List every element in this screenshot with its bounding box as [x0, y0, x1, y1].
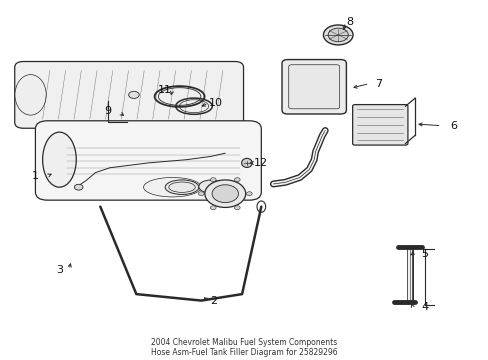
- Text: 10: 10: [208, 98, 222, 108]
- Ellipse shape: [212, 185, 238, 203]
- Ellipse shape: [143, 177, 201, 197]
- Text: 12: 12: [254, 158, 268, 168]
- FancyBboxPatch shape: [352, 105, 407, 145]
- Ellipse shape: [74, 184, 83, 190]
- FancyBboxPatch shape: [282, 59, 346, 114]
- Ellipse shape: [241, 158, 252, 167]
- Text: 6: 6: [449, 121, 456, 131]
- FancyBboxPatch shape: [35, 121, 261, 200]
- Text: 3: 3: [56, 265, 63, 275]
- Ellipse shape: [198, 192, 203, 195]
- Ellipse shape: [323, 25, 352, 45]
- FancyBboxPatch shape: [288, 65, 339, 109]
- Text: 5: 5: [420, 249, 427, 258]
- Ellipse shape: [327, 28, 347, 42]
- Text: 2: 2: [209, 296, 216, 306]
- Text: 1: 1: [32, 171, 39, 181]
- Text: 9: 9: [104, 106, 111, 116]
- Ellipse shape: [204, 180, 245, 207]
- Text: 4: 4: [420, 302, 427, 312]
- Ellipse shape: [234, 206, 240, 210]
- Text: 7: 7: [375, 78, 382, 89]
- Ellipse shape: [42, 132, 76, 187]
- FancyBboxPatch shape: [15, 62, 243, 128]
- Ellipse shape: [199, 180, 223, 193]
- Ellipse shape: [128, 91, 139, 98]
- Ellipse shape: [210, 178, 216, 181]
- Ellipse shape: [15, 75, 46, 115]
- Text: 11: 11: [158, 85, 172, 95]
- Text: 8: 8: [346, 17, 353, 27]
- Ellipse shape: [165, 180, 199, 194]
- Ellipse shape: [210, 206, 216, 210]
- Text: 2004 Chevrolet Malibu Fuel System Components
Hose Asm-Fuel Tank Filler Diagram f: 2004 Chevrolet Malibu Fuel System Compon…: [151, 338, 337, 357]
- Ellipse shape: [234, 178, 240, 181]
- Ellipse shape: [246, 192, 252, 195]
